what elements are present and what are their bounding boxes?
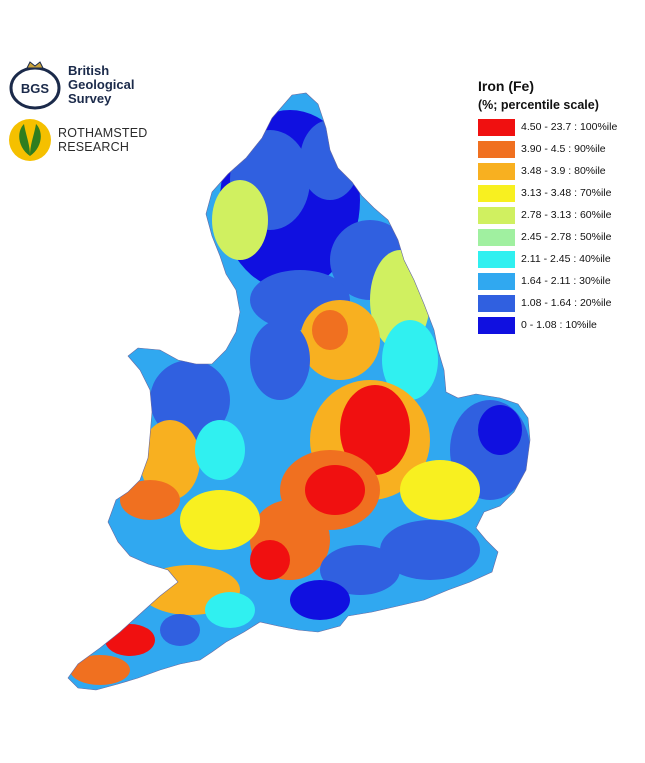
legend-swatch xyxy=(478,185,515,202)
bgs-logo-mark-icon: BGS xyxy=(9,61,61,110)
legend-items: 4.50 - 23.7 : 100%ile 3.90 - 4.5 : 90%ile… xyxy=(478,116,638,336)
rothamsted-line-2: RESEARCH xyxy=(58,140,130,154)
legend-item: 3.90 - 4.5 : 90%ile xyxy=(478,138,638,160)
legend-swatch xyxy=(478,251,515,268)
rothamsted-wordmark: ROTHAMSTED RESEARCH xyxy=(58,126,148,154)
legend-item: 3.48 - 3.9 : 80%ile xyxy=(478,160,638,182)
bgs-wordmark: British Geological Survey xyxy=(68,64,134,106)
bgs-logo: BGS British Geological Survey xyxy=(8,60,168,112)
legend-swatch xyxy=(478,141,515,158)
legend-label: 2.45 - 2.78 : 50%ile xyxy=(521,231,612,243)
legend-swatch xyxy=(478,273,515,290)
legend-subtitle: (%; percentile scale) xyxy=(478,98,599,112)
legend-swatch xyxy=(478,229,515,246)
legend-item: 2.11 - 2.45 : 40%ile xyxy=(478,248,638,270)
legend-label: 3.90 - 4.5 : 90%ile xyxy=(521,143,606,155)
legend-swatch xyxy=(478,163,515,180)
legend-swatch xyxy=(478,317,515,334)
bgs-line-2: Geological xyxy=(68,77,135,92)
legend-item: 0 - 1.08 : 10%ile xyxy=(478,314,638,336)
legend-swatch xyxy=(478,295,515,312)
bgs-line-1: British xyxy=(68,63,110,78)
legend-swatch xyxy=(478,119,515,136)
legend-label: 1.08 - 1.64 : 20%ile xyxy=(521,297,612,309)
legend-item: 3.13 - 3.48 : 70%ile xyxy=(478,182,638,204)
legend-label: 1.64 - 2.11 : 30%ile xyxy=(521,275,611,287)
legend-label: 4.50 - 23.7 : 100%ile xyxy=(521,121,618,133)
legend-label: 0 - 1.08 : 10%ile xyxy=(521,319,597,331)
legend-item: 4.50 - 23.7 : 100%ile xyxy=(478,116,638,138)
legend-label: 2.78 - 3.13 : 60%ile xyxy=(521,209,612,221)
legend-item: 2.78 - 3.13 : 60%ile xyxy=(478,204,638,226)
bgs-line-3: Survey xyxy=(68,91,112,106)
rothamsted-leaf-icon xyxy=(9,119,51,161)
legend-item: 1.64 - 2.11 : 30%ile xyxy=(478,270,638,292)
legend-label: 3.48 - 3.9 : 80%ile xyxy=(521,165,606,177)
legend-item: 2.45 - 2.78 : 50%ile xyxy=(478,226,638,248)
legend-title: Iron (Fe) xyxy=(478,78,534,94)
rothamsted-logo: ROTHAMSTED RESEARCH xyxy=(8,118,208,162)
rothamsted-line-1: ROTHAMSTED xyxy=(58,126,148,140)
bgs-mark-text: BGS xyxy=(21,81,50,96)
map-legend: Iron (Fe) (%; percentile scale) 4.50 - 2… xyxy=(478,78,638,336)
legend-label: 2.11 - 2.45 : 40%ile xyxy=(521,253,611,265)
legend-label: 3.13 - 3.48 : 70%ile xyxy=(521,187,612,199)
legend-item: 1.08 - 1.64 : 20%ile xyxy=(478,292,638,314)
legend-swatch xyxy=(478,207,515,224)
